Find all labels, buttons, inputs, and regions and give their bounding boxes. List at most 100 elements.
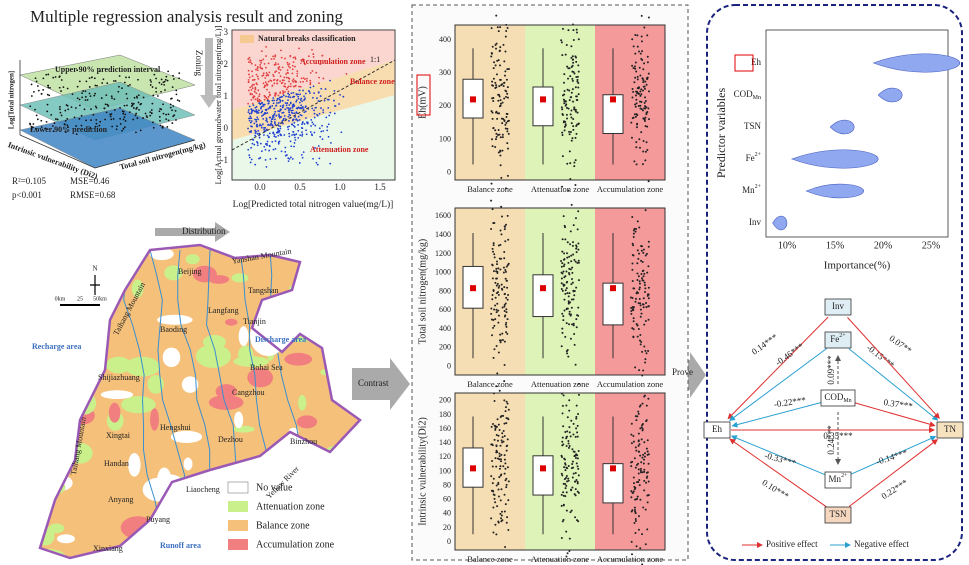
point (568, 267, 571, 270)
point (561, 250, 564, 253)
point (149, 79, 152, 81)
point (268, 145, 271, 148)
place-label: Langfang (208, 306, 239, 315)
point (504, 323, 507, 326)
point (506, 332, 509, 335)
point (641, 402, 644, 405)
category-label: Accumulation zone (597, 379, 664, 389)
point (272, 73, 274, 76)
zone-patch (166, 501, 190, 523)
point (641, 427, 644, 430)
point (119, 107, 121, 109)
point (296, 93, 298, 96)
point (506, 142, 509, 145)
tick-label: 1.5 (374, 182, 386, 192)
label: Importance(%) (824, 260, 891, 272)
point (500, 117, 503, 120)
point (639, 90, 642, 93)
point (295, 133, 298, 136)
point (110, 95, 113, 98)
point (260, 50, 263, 53)
point (571, 244, 574, 247)
point (503, 303, 506, 306)
point (565, 270, 568, 273)
point (264, 111, 266, 114)
point (273, 63, 276, 66)
point (321, 138, 324, 141)
zone-patch (108, 402, 121, 423)
point (274, 157, 277, 160)
point (274, 54, 277, 57)
point (279, 80, 281, 83)
point (507, 480, 510, 483)
point (304, 97, 306, 100)
point (262, 123, 264, 126)
point (503, 454, 506, 457)
point (301, 121, 304, 124)
point (281, 79, 284, 82)
point (262, 58, 265, 61)
point (266, 140, 269, 143)
point (164, 89, 166, 91)
point (561, 134, 564, 137)
point (567, 355, 570, 358)
point (638, 50, 641, 53)
point (499, 465, 502, 468)
point (273, 82, 276, 85)
point (56, 118, 59, 121)
point (84, 95, 87, 98)
point (267, 123, 270, 126)
point (631, 509, 634, 512)
point (647, 480, 650, 483)
point (506, 174, 509, 177)
point (266, 88, 268, 91)
point (78, 118, 81, 120)
point (631, 327, 634, 330)
zone-patch (105, 356, 132, 374)
point (174, 109, 177, 112)
path-arrow (729, 438, 827, 508)
point (643, 345, 646, 348)
point (60, 114, 63, 117)
point (572, 472, 575, 475)
point (160, 78, 163, 81)
point (639, 52, 642, 55)
point (30, 95, 33, 97)
point (565, 44, 568, 47)
point (561, 114, 564, 117)
tick-label: 1000 (435, 268, 451, 277)
point (500, 460, 503, 463)
point (258, 100, 261, 103)
point (569, 435, 572, 438)
point (570, 509, 573, 512)
label-text: Mn (742, 185, 755, 195)
point (499, 164, 502, 167)
point (491, 263, 494, 266)
point (498, 452, 501, 455)
label: 0km (55, 296, 66, 302)
point (300, 153, 303, 156)
point (492, 67, 495, 70)
point (273, 135, 276, 138)
title: Multiple regression analysis result and … (30, 7, 344, 26)
point (565, 491, 568, 494)
point (503, 472, 506, 475)
point (570, 260, 573, 263)
point (505, 311, 508, 314)
tick-label: 1600 (435, 211, 451, 220)
point (264, 77, 267, 79)
point (568, 150, 571, 153)
point (93, 77, 96, 80)
violin (790, 149, 879, 169)
point (299, 113, 302, 116)
point (571, 271, 574, 274)
point (115, 128, 118, 131)
point (632, 66, 635, 69)
point (293, 142, 296, 144)
point (575, 247, 578, 250)
point (282, 122, 284, 125)
tick-label: 0 (447, 537, 451, 546)
point (111, 125, 114, 128)
point (116, 125, 118, 128)
point (491, 489, 494, 492)
